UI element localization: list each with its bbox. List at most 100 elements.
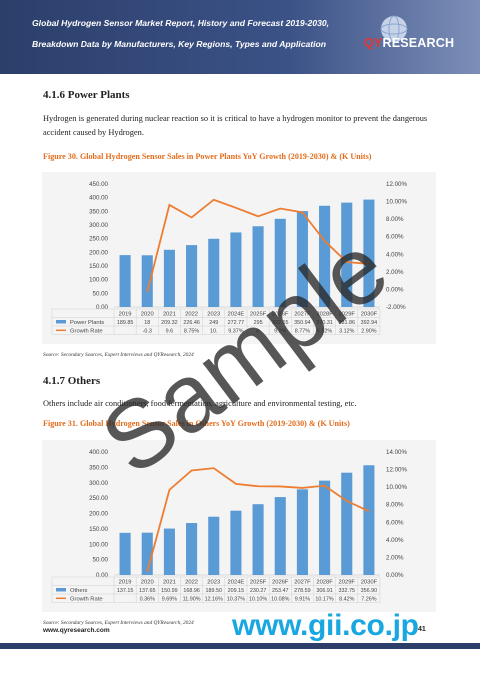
y-right-tick: 8.00% xyxy=(386,216,404,223)
growth-value-label: 9.91% xyxy=(295,596,310,602)
others-chart: 0.00 50.00 100.00 150.00 200.00 250.00 300.00 3… xyxy=(51,449,407,603)
bar-value-label: 209.32 xyxy=(161,320,178,326)
y-left-tick: 300.00 xyxy=(89,480,108,487)
legend-label: Others xyxy=(70,588,87,594)
bar xyxy=(141,532,153,575)
x-category-label: 2028F xyxy=(316,579,333,585)
growth-line xyxy=(146,467,370,573)
bar-value-label: 278.59 xyxy=(294,588,311,594)
bar xyxy=(341,472,353,575)
x-category-label: 2027F xyxy=(294,311,311,317)
section-paragraph: Hydrogen is generated during nuclear rea… xyxy=(43,114,428,137)
legend-label: Growth Rate xyxy=(70,328,103,334)
section-heading: 4.1.6 Power Plants xyxy=(43,89,130,101)
x-category-label: 2025F xyxy=(250,579,267,585)
bar xyxy=(252,504,264,575)
bar-value-label: 381.86 xyxy=(339,320,356,326)
y-right-tick: 4.00% xyxy=(386,537,404,544)
growth-value-label: 2.90% xyxy=(361,328,376,334)
figure-caption: Figure 30. Global Hydrogen Sensor Sales … xyxy=(43,152,372,161)
x-category-label: 2022 xyxy=(185,579,198,585)
y-right-tick: 6.00% xyxy=(386,519,404,526)
section-heading: 4.1.7 Others xyxy=(43,375,101,387)
bar xyxy=(119,255,131,307)
growth-value-label: -0.3 xyxy=(143,328,152,334)
bar-value-label: 356.90 xyxy=(361,588,378,594)
bar-value-label: 322.65 xyxy=(272,320,289,326)
growth-value-label: 7.26% xyxy=(361,596,376,602)
x-category-label: 2019 xyxy=(119,311,132,317)
report-title: Global Hydrogen Sensor Market Report, Hi… xyxy=(32,18,330,49)
growth-value-label: 10.37% xyxy=(227,596,245,602)
gii-watermark: www.gii.co.jp xyxy=(232,609,419,642)
y-left-tick: 200.00 xyxy=(89,511,108,518)
y-right-tick: 8.00% xyxy=(386,502,404,509)
x-category-label: 2028F xyxy=(316,311,333,317)
data-table-border xyxy=(51,308,381,335)
figure-caption: Figure 31. Global Hydrogen Sensor Sales … xyxy=(43,419,350,428)
growth-value-label: 9.6 xyxy=(166,328,174,334)
y-left-tick: 400.00 xyxy=(89,195,108,202)
bar xyxy=(296,211,308,307)
y-left-tick: 350.00 xyxy=(89,208,108,215)
y-right-tick: -2.00% xyxy=(386,304,406,311)
y-right-tick: 12.00% xyxy=(386,181,407,188)
x-category-label: 2030F xyxy=(361,311,378,317)
bar xyxy=(163,528,175,575)
report-header: Global Hydrogen Sensor Market Report, Hi… xyxy=(0,0,480,74)
bar xyxy=(363,199,375,307)
x-category-label: 2026F xyxy=(272,311,289,317)
bar xyxy=(230,232,242,307)
x-category-label: 2029F xyxy=(339,311,356,317)
y-right-tick: 12.00% xyxy=(386,467,407,474)
growth-value-label: 5.52% xyxy=(317,328,332,334)
bar-value-label: 209.15 xyxy=(228,588,245,594)
growth-value-label: 0.36% xyxy=(140,596,155,602)
bar-value-label: 272.77 xyxy=(228,320,245,326)
bar-value-label: 137.65 xyxy=(139,588,156,594)
y-left-tick: 450.00 xyxy=(89,181,108,188)
bar xyxy=(141,255,153,307)
x-category-label: 2022 xyxy=(185,311,198,317)
y-right-tick: 0.00% xyxy=(386,286,404,293)
y-right-tick: 10.00% xyxy=(386,199,407,206)
x-category-label: 2024E xyxy=(228,579,245,585)
bar xyxy=(319,205,331,307)
source-note: Source: Secondary Sources, Expert Interv… xyxy=(43,352,194,358)
x-category-label: 2026F xyxy=(272,579,289,585)
data-table-border xyxy=(51,576,381,603)
y-right-tick: 10.00% xyxy=(386,484,407,491)
bar-value-label: 168.96 xyxy=(183,588,200,594)
legend-label: Growth Rate xyxy=(70,596,103,602)
x-category-label: 2027F xyxy=(294,579,311,585)
x-category-label: 2023 xyxy=(207,311,220,317)
chart-panel: 0.00 50.00 100.00 150.00 200.00 250.00 300.00 3… xyxy=(42,172,436,344)
y-right-tick: 4.00% xyxy=(386,251,404,258)
y-right-tick: 2.00% xyxy=(386,269,404,276)
section-paragraph: Others include air conditioners, food fe… xyxy=(43,399,357,408)
y-left-tick: 300.00 xyxy=(89,222,108,229)
bar xyxy=(363,465,375,575)
bar-value-label: 189.85 xyxy=(117,320,134,326)
x-category-label: 2030F xyxy=(361,579,378,585)
x-category-label: 2020 xyxy=(141,311,154,317)
growth-value-label: 9.2% xyxy=(274,328,286,334)
bar xyxy=(208,238,220,307)
bar xyxy=(274,218,286,307)
growth-value-label: 3.12% xyxy=(339,328,354,334)
qyresearch-logo: QYRESEARCH xyxy=(364,14,464,60)
footer-bar xyxy=(0,643,480,649)
bar xyxy=(319,480,331,575)
legend-label: Power Plants xyxy=(70,320,104,326)
growth-value-label: 8.77% xyxy=(295,328,310,334)
x-category-label: 2019 xyxy=(119,579,132,585)
power-plants-chart: 0.00 50.00 100.00 150.00 200.00 250.00 300.00 3… xyxy=(51,181,407,335)
x-category-label: 2023 xyxy=(207,579,220,585)
y-right-tick: 6.00% xyxy=(386,234,404,241)
growth-value-label: 9.37% xyxy=(228,328,243,334)
y-left-tick: 0.00 xyxy=(96,572,109,579)
bar-value-label: 253.47 xyxy=(272,588,289,594)
bar-value-label: 137.15 xyxy=(117,588,134,594)
bar xyxy=(186,245,198,307)
y-left-tick: 100.00 xyxy=(89,541,108,548)
